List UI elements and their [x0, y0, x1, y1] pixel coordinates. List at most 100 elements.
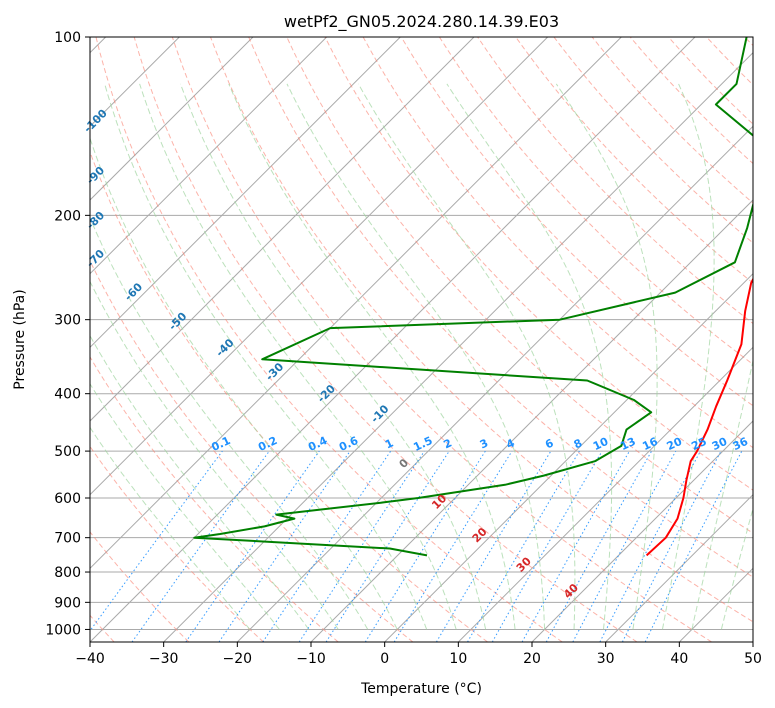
dry-adiabat-label: -20	[315, 382, 338, 405]
isotherm-line	[310, 199, 753, 642]
x-tick-label: 10	[449, 651, 467, 667]
dry-adiabat-line	[210, 37, 753, 623]
moist-adiabat-line	[228, 83, 516, 630]
mixing-ratio-line	[521, 450, 630, 642]
moist-adiabat-line	[104, 83, 428, 630]
dry-adiabat-label: -70	[84, 247, 107, 270]
dry-adiabat-line	[95, 37, 563, 642]
dry-adiabat-label: 40	[561, 581, 581, 601]
isotherm-line	[90, 37, 622, 570]
mixing-ratio-label: 25	[689, 435, 708, 453]
dry-adiabat-line	[553, 37, 753, 244]
dry-adiabat-label: -90	[84, 164, 107, 187]
mixing-ratio-line	[435, 450, 552, 642]
dewpoint-profile-line	[193, 37, 753, 557]
moist-adiabat-line	[90, 216, 369, 630]
mixing-ratio-line	[621, 450, 722, 642]
dry-adiabat-line	[515, 37, 753, 284]
moist-adiabat-line	[90, 334, 310, 630]
dry-adiabat-line	[400, 37, 753, 407]
x-tick-label: −10	[296, 651, 326, 667]
x-axis-title: Temperature (°C)	[360, 681, 482, 697]
x-tick-label: 50	[744, 651, 762, 667]
y-tick-label: 700	[54, 531, 81, 547]
isotherm-line	[752, 641, 753, 642]
axis-ticks: −40 −30 −20 −10 0 10 20 30 40 5010020030040050060…	[45, 30, 762, 667]
moist-adiabat-line	[357, 83, 576, 630]
isotherm-line	[163, 51, 753, 642]
mixing-ratio-line	[545, 450, 653, 642]
mixing-ratio-label: 4	[504, 436, 517, 451]
dry-adiabat-line	[477, 37, 753, 325]
moist-adiabat-line	[179, 83, 487, 630]
y-tick-label: 1000	[45, 622, 81, 638]
dry-adiabat-line	[90, 259, 414, 642]
dry-adiabat-line	[171, 37, 712, 642]
y-tick-label: 400	[54, 387, 81, 403]
plot-frame	[89, 36, 754, 643]
y-tick-label: 200	[54, 208, 81, 224]
moist-adiabat-line	[90, 382, 280, 630]
moist-adiabat-line	[691, 358, 753, 630]
isotherm-line	[678, 567, 753, 642]
x-tick-label: 30	[597, 651, 615, 667]
dry-adiabat-line	[438, 37, 753, 365]
dry-adiabat-line	[744, 37, 753, 47]
moist-adiabat-line	[90, 426, 251, 630]
y-tick-label: 600	[54, 491, 81, 507]
y-tick-label: 100	[54, 30, 81, 46]
temperature-profile-line	[645, 277, 753, 557]
isotherm-line	[90, 37, 696, 642]
isotherm-line	[90, 37, 549, 496]
x-tick-label: −40	[75, 651, 105, 667]
mixing-ratio-label: 30	[710, 435, 730, 453]
profile-lines	[193, 37, 753, 557]
isotherm-line	[90, 37, 401, 349]
moist-adiabat-line	[286, 83, 546, 630]
mixing-ratio-label: 10	[591, 435, 611, 453]
mixing-ratio-label: 13	[618, 435, 637, 453]
mixing-ratio-label: 16	[640, 435, 660, 453]
isotherm-line	[90, 37, 328, 275]
y-tick-label: 300	[54, 313, 81, 329]
mixing-ratio-line	[185, 450, 320, 642]
moist-adiabat-line	[555, 83, 658, 630]
isotherm-line	[457, 346, 753, 642]
y-tick-label: 900	[54, 595, 81, 611]
dry-adiabat-label: -40	[213, 336, 236, 359]
mixing-ratio-line	[393, 450, 513, 642]
mixing-ratio-line	[467, 450, 580, 642]
isotherm-line	[90, 37, 475, 422]
dry-adiabat-label: 20	[470, 525, 490, 545]
x-tick-label: −20	[223, 651, 253, 667]
x-tick-label: 40	[670, 651, 688, 667]
isotherm-line	[236, 125, 753, 642]
mixing-ratio-line	[572, 450, 677, 642]
isotherm-line	[531, 420, 753, 642]
x-tick-label: 0	[380, 651, 389, 667]
x-tick-label: −30	[149, 651, 179, 667]
mixing-ratio-label: 20	[665, 435, 685, 453]
mixing-ratio-line	[491, 450, 603, 642]
y-tick-label: 800	[54, 565, 81, 581]
mixing-ratio-label: 36	[731, 435, 751, 453]
dry-adiabat-line	[362, 37, 753, 449]
isotherm-line	[605, 493, 753, 642]
mixing-ratio-line	[90, 450, 223, 632]
moist-adiabat-line	[446, 83, 613, 630]
dry-adiabat-line	[324, 37, 753, 491]
dry-adiabat-label: -30	[263, 360, 286, 383]
dry-adiabat-line	[668, 37, 753, 125]
y-axis-title: Pressure (hPa)	[12, 289, 28, 389]
dry-adiabat-line	[248, 37, 753, 578]
line-labels: -100-90-80-70-60-50-40-30-20-10010203040…	[81, 107, 750, 602]
mixing-ratio-label: 2	[442, 436, 454, 451]
background-lines	[90, 37, 753, 642]
dry-adiabat-label: 0	[397, 456, 412, 471]
dry-adiabat-line	[706, 37, 753, 86]
mixing-ratio-line	[325, 450, 450, 642]
moist-adiabat-line	[90, 280, 339, 630]
dry-adiabat-line	[133, 37, 638, 642]
moist-adiabat-line	[90, 136, 398, 630]
